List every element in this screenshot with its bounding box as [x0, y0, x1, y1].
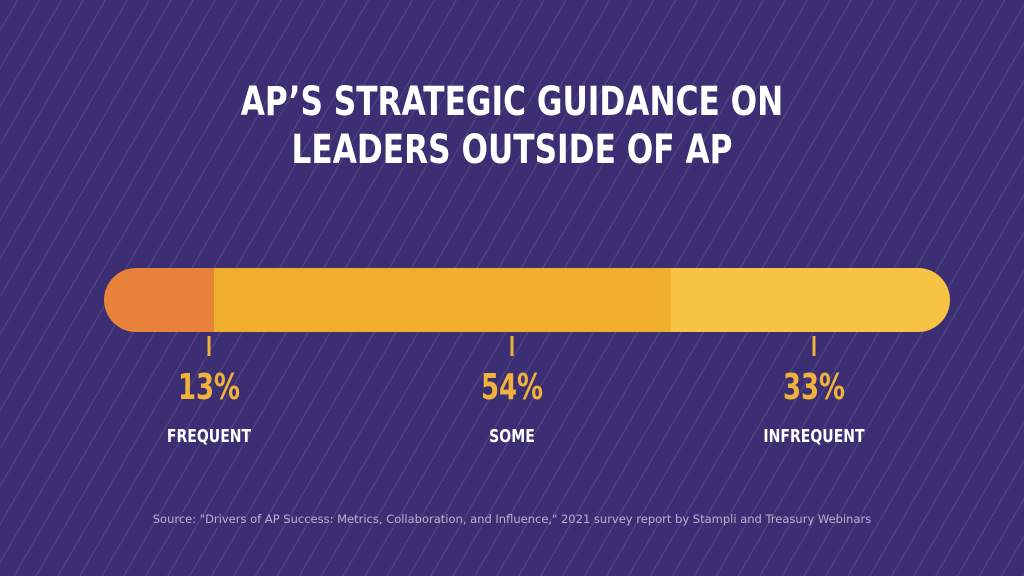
category-label-frequent: FREQUENT	[166, 426, 252, 447]
category-label-infrequent: INFREQUENT	[763, 426, 865, 447]
chart-title: AP’S STRATEGIC GUIDANCE ON LEADERS OUTSI…	[113, 78, 912, 174]
title-line-1: AP’S STRATEGIC GUIDANCE ON	[240, 79, 784, 125]
bar-segment-frequent	[104, 268, 215, 332]
bar-segment-some	[213, 268, 672, 332]
value-label-infrequent: 33%	[782, 367, 846, 408]
bar-segment-infrequent	[670, 268, 950, 332]
value-label-some: 54%	[480, 367, 544, 408]
title-line-2: LEADERS OUTSIDE OF AP	[291, 127, 733, 173]
category-label-some: SOME	[489, 426, 535, 447]
bar-track	[104, 268, 950, 332]
source-note: Source: "Drivers of AP Success: Metrics,…	[152, 512, 872, 526]
value-label-frequent: 13%	[177, 367, 241, 408]
